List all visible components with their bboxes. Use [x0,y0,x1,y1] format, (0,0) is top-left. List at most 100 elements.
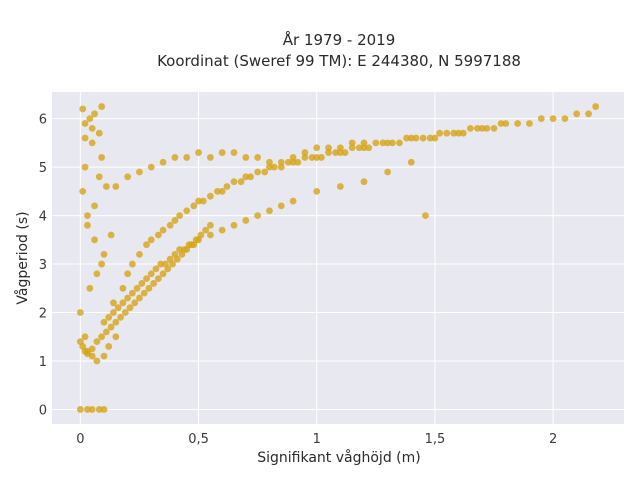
data-point [143,275,150,282]
data-point [140,289,148,297]
data-point [254,212,262,219]
data-point [124,173,132,181]
data-point [136,250,143,258]
y-tick-label: 4 [39,210,47,225]
data-point [86,284,94,292]
data-point [318,154,325,161]
y-axis-title: Vågperiod (s) [14,211,31,304]
data-point [223,183,231,190]
data-point [76,406,84,413]
data-point [242,154,250,161]
data-point [131,299,139,307]
x-tick-label: 0 [76,432,84,447]
data-point [95,406,103,413]
data-point [206,231,214,239]
data-point [403,134,410,142]
data-point [483,124,491,132]
data-point [206,221,214,229]
plot-area: 0 0,5 1 1,5 2 0 1 2 3 4 5 6 [39,92,624,447]
data-point [128,289,136,297]
data-point [242,217,250,224]
data-point [100,406,108,413]
data-point [105,313,113,321]
data-point [254,168,262,176]
data-point [301,154,309,161]
data-point [474,124,481,132]
data-point [195,197,202,205]
data-point [230,178,238,186]
data-point [313,187,321,195]
data-point [117,313,124,321]
data-point [308,154,316,161]
data-point [336,144,344,152]
data-point [86,115,94,123]
data-point [526,120,533,127]
data-point [81,120,89,127]
data-point [325,149,332,156]
data-point [247,173,254,181]
data-point [277,202,285,210]
data-point [301,149,309,156]
data-point [76,309,84,316]
data-point [171,154,179,161]
data-point [124,294,132,302]
data-point [422,212,429,219]
data-point [100,352,108,360]
data-point [183,207,191,215]
data-point [360,178,368,186]
x-tick-label: 1,5 [425,432,446,447]
data-point [514,120,522,127]
data-point [573,110,581,118]
data-point [372,139,380,147]
data-point [173,255,181,263]
data-point [360,144,368,152]
data-points [76,103,600,413]
data-point [412,134,420,142]
data-point [147,163,155,171]
data-point [218,187,226,195]
data-point [124,270,132,278]
data-point [136,294,143,302]
data-point [110,299,117,307]
data-point [206,192,214,200]
data-point [91,236,98,244]
data-point [164,265,172,273]
data-point [84,406,91,413]
data-point [93,270,101,278]
data-point [166,221,174,229]
data-point [102,183,110,190]
data-point [159,270,167,278]
data-point [159,158,167,166]
data-point [497,120,505,127]
data-point [98,333,106,341]
data-point [455,129,462,137]
data-point [107,323,115,331]
data-point [95,173,103,181]
data-point [266,163,273,171]
data-point [98,154,106,161]
data-point [419,134,427,142]
data-point [84,221,91,229]
data-point [348,144,356,152]
data-point [143,241,150,249]
data-point [202,226,210,234]
data-point [136,168,143,176]
data-point [112,333,120,341]
data-point [270,163,278,171]
x-axis-title: Signifikant våghöjd (m) [257,449,420,466]
data-point [119,299,127,307]
data-point [294,158,302,166]
data-point [91,202,98,210]
data-point [450,129,458,137]
y-tick-label: 2 [39,307,47,322]
data-point [79,187,87,195]
data-point [121,309,129,316]
x-tick-label: 1 [313,432,321,447]
data-point [388,139,396,147]
data-point [426,134,434,142]
data-point [93,357,101,365]
data-point [81,333,89,341]
data-point [98,260,106,268]
data-point [126,304,134,312]
